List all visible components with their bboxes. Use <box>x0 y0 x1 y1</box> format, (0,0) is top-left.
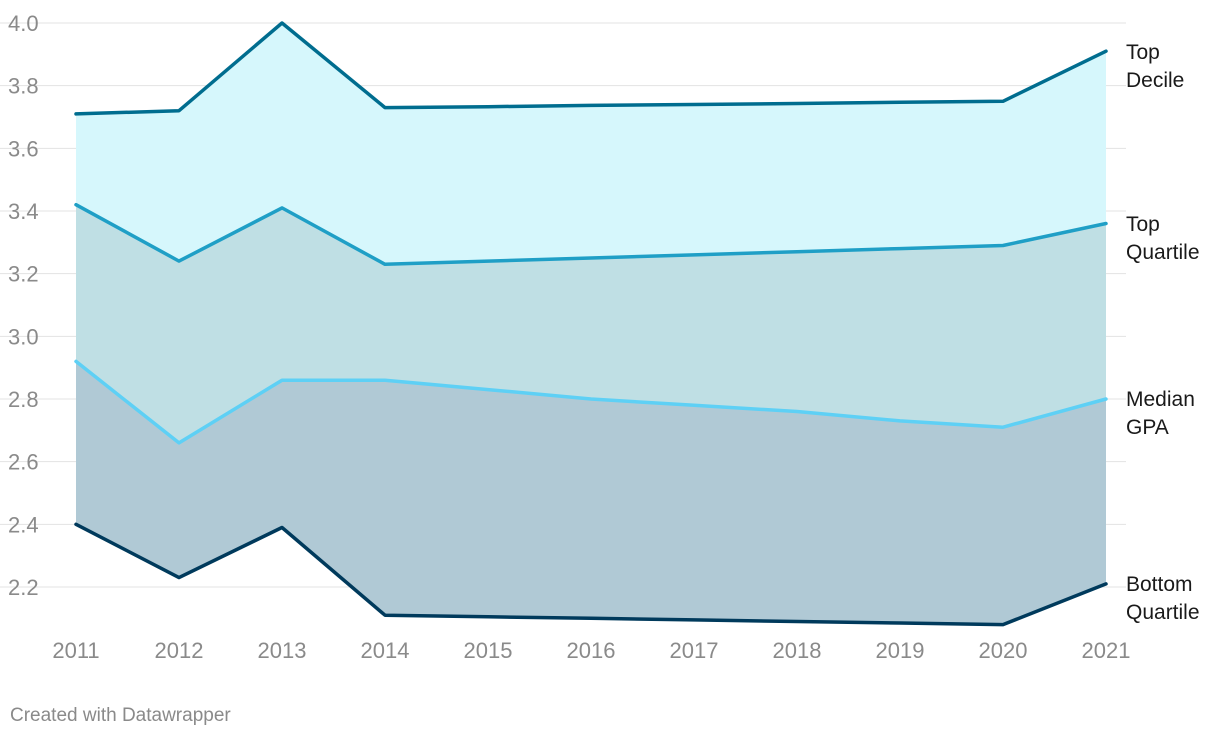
y-tick-label: 3.2 <box>8 262 39 287</box>
area-band <box>76 23 1106 265</box>
y-tick-label: 2.2 <box>8 575 39 600</box>
series-label: Bottom <box>1126 573 1193 596</box>
x-tick-label: 2013 <box>258 638 307 663</box>
y-tick-label: 3.4 <box>8 199 39 224</box>
x-tick-label: 2021 <box>1082 638 1131 663</box>
series-label: Quartile <box>1126 601 1200 624</box>
series-label: Top <box>1126 41 1160 64</box>
y-tick-label: 3.0 <box>8 324 39 349</box>
y-tick-label: 2.6 <box>8 450 39 475</box>
series-line <box>74 202 1108 267</box>
series-label: Decile <box>1126 69 1184 92</box>
x-tick-label: 2014 <box>361 638 410 663</box>
y-tick-label: 2.4 <box>8 512 39 537</box>
x-tick-label: 2011 <box>52 638 99 663</box>
x-tick-label: 2019 <box>876 638 925 663</box>
series-line <box>74 359 1108 445</box>
series-label: Median <box>1126 388 1195 411</box>
y-tick-label: 4.0 <box>8 11 39 36</box>
gpa-area-chart: 2.2 2.4 2.6 2.8 3.0 3.2 3.4 3.6 3.8 4.0 2011 2012 20… <box>0 11 1200 663</box>
x-tick-label: 2016 <box>567 638 616 663</box>
x-tick-label: 2017 <box>670 638 719 663</box>
x-tick-label: 2012 <box>155 638 204 663</box>
area-band <box>76 361 1106 625</box>
x-tick-label: 2020 <box>979 638 1028 663</box>
y-tick-label: 3.6 <box>8 136 39 161</box>
series-label: GPA <box>1126 416 1169 439</box>
area-band <box>76 204 1106 443</box>
x-tick-label: 2015 <box>464 638 513 663</box>
x-tick-label: 2018 <box>773 638 822 663</box>
series-line <box>74 522 1108 627</box>
credit-text: Created with Datawrapper <box>10 705 231 726</box>
series-label: Top <box>1126 213 1160 236</box>
series-line <box>74 21 1108 116</box>
series-label: Quartile <box>1126 241 1200 264</box>
y-tick-label: 2.8 <box>8 387 39 412</box>
y-tick-label: 3.8 <box>8 74 39 99</box>
